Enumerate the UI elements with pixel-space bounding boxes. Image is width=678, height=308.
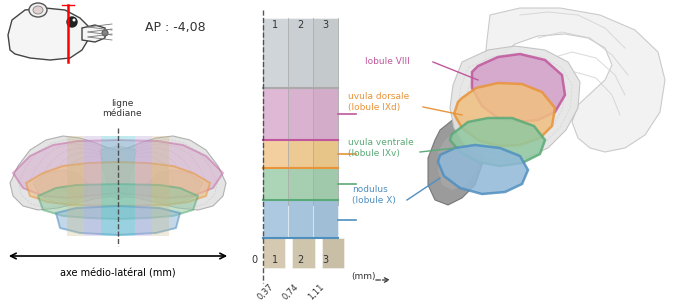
- Text: 0,37: 0,37: [256, 282, 275, 302]
- Bar: [288, 200, 313, 238]
- Circle shape: [73, 18, 75, 22]
- Bar: [263, 168, 288, 200]
- Polygon shape: [33, 170, 88, 203]
- Text: lobule VIII: lobule VIII: [365, 58, 410, 67]
- Bar: [288, 140, 313, 168]
- Text: uvula dorsale
(lobule IXd): uvula dorsale (lobule IXd): [348, 92, 410, 112]
- Polygon shape: [450, 118, 545, 166]
- Bar: [263, 238, 285, 268]
- Text: 2: 2: [298, 20, 304, 30]
- Text: 0: 0: [252, 255, 258, 265]
- Polygon shape: [454, 83, 555, 146]
- Text: uvula ventrale
(lobule IXv): uvula ventrale (lobule IXv): [348, 138, 414, 158]
- Ellipse shape: [29, 3, 47, 17]
- Bar: [152, 136, 169, 236]
- Circle shape: [67, 17, 77, 27]
- Bar: [84, 136, 101, 236]
- Polygon shape: [82, 25, 105, 42]
- Text: nodulus
(lobule X): nodulus (lobule X): [352, 185, 396, 205]
- Bar: [288, 168, 313, 200]
- Bar: [263, 18, 288, 88]
- Text: 1: 1: [273, 20, 279, 30]
- Bar: [292, 238, 315, 268]
- Bar: [263, 200, 288, 238]
- Polygon shape: [38, 184, 198, 219]
- Bar: [288, 88, 313, 140]
- Polygon shape: [56, 206, 180, 235]
- Bar: [313, 200, 338, 238]
- Polygon shape: [450, 46, 580, 162]
- Bar: [263, 88, 288, 140]
- Ellipse shape: [33, 6, 43, 14]
- Polygon shape: [13, 140, 223, 198]
- Text: ligne
médiane: ligne médiane: [102, 99, 142, 118]
- Polygon shape: [485, 8, 665, 152]
- Bar: [313, 18, 338, 88]
- Text: AP : -4,08: AP : -4,08: [144, 22, 205, 34]
- Bar: [118, 136, 135, 236]
- Text: 1: 1: [273, 255, 279, 265]
- Text: 2: 2: [298, 255, 304, 265]
- Text: 3: 3: [323, 20, 329, 30]
- Polygon shape: [438, 145, 528, 194]
- Circle shape: [102, 30, 108, 36]
- Polygon shape: [8, 8, 90, 60]
- Polygon shape: [428, 115, 485, 205]
- Bar: [135, 136, 152, 236]
- Bar: [313, 88, 338, 140]
- Bar: [263, 140, 288, 168]
- Bar: [313, 168, 338, 200]
- Polygon shape: [438, 128, 480, 190]
- Polygon shape: [148, 170, 203, 203]
- Bar: [322, 238, 344, 268]
- Text: 3: 3: [323, 255, 329, 265]
- Bar: [288, 18, 313, 88]
- Bar: [67, 136, 84, 236]
- Text: (mm): (mm): [351, 271, 376, 281]
- Text: axe médio-latéral (mm): axe médio-latéral (mm): [60, 268, 176, 278]
- Polygon shape: [10, 136, 226, 210]
- Polygon shape: [472, 54, 565, 122]
- Polygon shape: [100, 146, 136, 200]
- Polygon shape: [26, 162, 210, 206]
- Bar: [101, 136, 118, 236]
- Bar: [313, 140, 338, 168]
- Text: 1,11: 1,11: [306, 282, 325, 301]
- Text: 0,74: 0,74: [281, 282, 300, 302]
